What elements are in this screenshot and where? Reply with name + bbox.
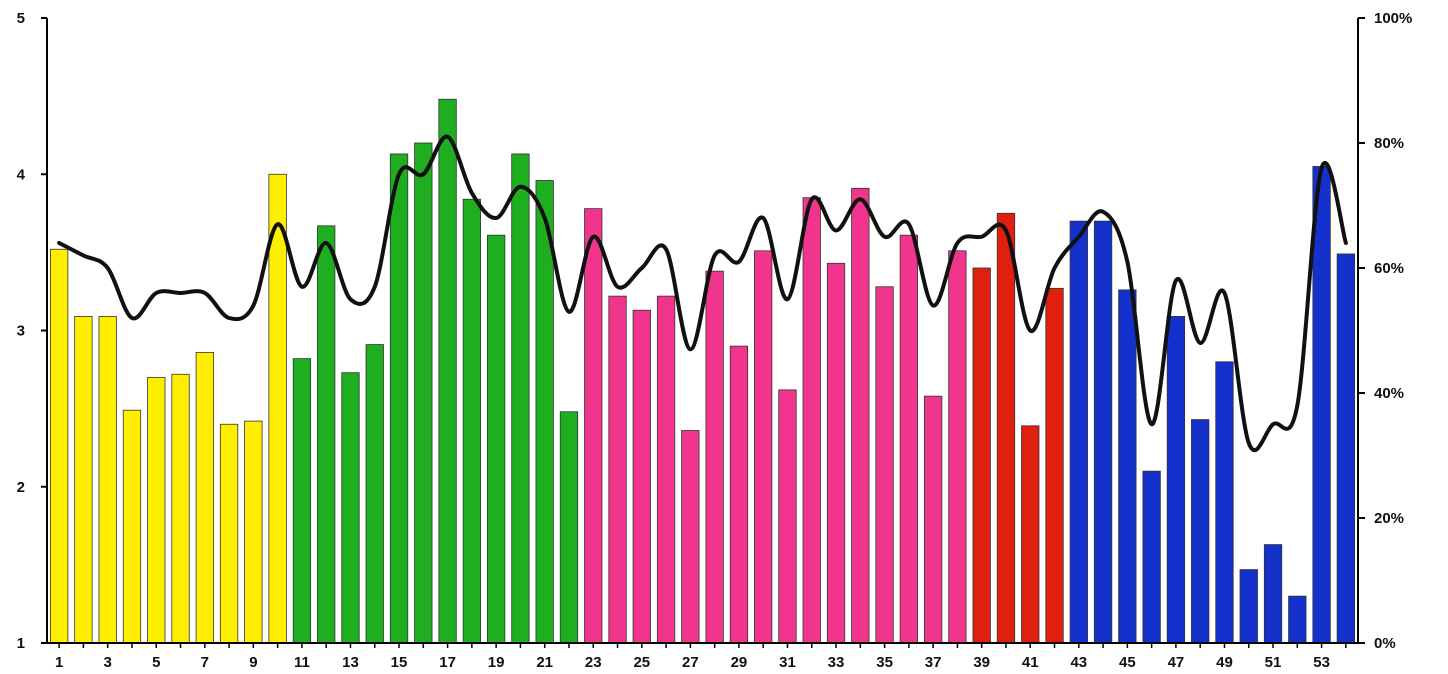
- bar-34: [851, 187, 870, 644]
- bar-18: [462, 198, 481, 644]
- bar-19: [486, 234, 506, 644]
- x-tick-label-33: 33: [828, 654, 845, 671]
- bar-7: [195, 351, 214, 644]
- bar-31: [778, 389, 797, 644]
- x-tick-label-5: 5: [152, 654, 160, 671]
- bar-17: [438, 98, 457, 644]
- bar-2: [74, 316, 93, 644]
- x-tick-label-43: 43: [1070, 654, 1087, 671]
- y-tick-label-2: 2: [17, 479, 25, 496]
- bar-44: [1093, 220, 1113, 644]
- bar-49: [1215, 361, 1234, 644]
- x-tick-label-47: 47: [1168, 654, 1185, 671]
- x-tick-label-51: 51: [1265, 654, 1282, 671]
- y2-tick-label-0: 0%: [1374, 635, 1396, 652]
- bar-43: [1069, 220, 1088, 644]
- bar-14: [365, 344, 384, 644]
- x-tick-label-9: 9: [249, 654, 257, 671]
- y2-axis-labels: 0% 20% 40% 60% 80% 100%: [1374, 10, 1412, 652]
- x-tick-label-41: 41: [1022, 654, 1039, 671]
- bar-9: [244, 420, 263, 644]
- y-tick-label-5: 5: [17, 10, 25, 27]
- x-tick-label-7: 7: [201, 654, 209, 671]
- x-axis-labels: 1 3 5 7 9 11 13 15 17 19 21 23 25 27 29 31 33 35 37 39 41 43 4…: [55, 654, 1330, 671]
- x-tick-label-31: 31: [779, 654, 796, 671]
- bar-23: [584, 208, 603, 644]
- x-tick-label-37: 37: [925, 654, 942, 671]
- y-tick-label-3: 3: [17, 323, 25, 340]
- bars-group: [50, 98, 1355, 644]
- x-tick-label-39: 39: [973, 654, 990, 671]
- bar-45: [1118, 289, 1137, 644]
- bar-42: [1045, 287, 1064, 644]
- bar-24: [608, 295, 627, 644]
- bar-51: [1263, 544, 1283, 644]
- bar-1: [50, 248, 69, 644]
- bar-13: [341, 372, 360, 644]
- x-tick-label-49: 49: [1216, 654, 1233, 671]
- bar-28: [705, 270, 724, 644]
- x-tick-label-1: 1: [55, 654, 63, 671]
- x-tick-label-17: 17: [439, 654, 456, 671]
- bar-3: [98, 316, 117, 644]
- bar-48: [1191, 419, 1210, 644]
- bar-12: [317, 225, 336, 644]
- bar-41: [1021, 425, 1040, 644]
- bar-8: [219, 423, 239, 644]
- y2-tick-label-20: 20%: [1374, 510, 1404, 527]
- bar-11: [292, 358, 312, 644]
- x-tick-label-53: 53: [1313, 654, 1330, 671]
- bar-29: [729, 345, 749, 644]
- x-tick-label-35: 35: [876, 654, 893, 671]
- bar-10: [268, 173, 287, 644]
- bar-32: [802, 197, 821, 644]
- bar-35: [875, 286, 894, 644]
- x-tick-label-15: 15: [391, 654, 408, 671]
- bar-40: [996, 212, 1016, 644]
- x-tick-label-19: 19: [488, 654, 505, 671]
- bar-26: [656, 295, 676, 644]
- bar-54: [1336, 253, 1355, 644]
- bar-50: [1239, 569, 1258, 644]
- bar-33: [826, 262, 846, 644]
- y2-tick-label-40: 40%: [1374, 385, 1404, 402]
- y-tick-label-4: 4: [17, 166, 26, 183]
- y2-tick-label-100: 100%: [1374, 10, 1412, 27]
- x-tick-label-3: 3: [104, 654, 112, 671]
- x-tick-label-29: 29: [731, 654, 748, 671]
- y-axis-labels: 1 2 3 4 5: [17, 10, 26, 652]
- bar-15: [389, 153, 409, 644]
- bar-39: [972, 267, 991, 644]
- bar-53: [1312, 166, 1331, 644]
- bar-52: [1288, 595, 1307, 644]
- x-tick-label-13: 13: [342, 654, 359, 671]
- bar-30: [754, 250, 773, 644]
- bar-5: [147, 376, 166, 644]
- y2-tick-label-60: 60%: [1374, 260, 1404, 277]
- bar-46: [1142, 470, 1161, 644]
- x-tick-label-25: 25: [633, 654, 650, 671]
- bar-22: [559, 411, 579, 644]
- axes-group: [41, 17, 1365, 648]
- x-tick-label-21: 21: [536, 654, 553, 671]
- bar-36: [899, 234, 918, 644]
- bar-4: [122, 409, 142, 644]
- bar-6: [171, 373, 190, 644]
- bar-16: [414, 142, 433, 644]
- bar-38: [948, 250, 967, 644]
- bar-47: [1166, 316, 1186, 644]
- x-tick-label-45: 45: [1119, 654, 1136, 671]
- bar-27: [681, 430, 700, 644]
- bar-37: [924, 395, 943, 644]
- bar-25: [632, 309, 651, 644]
- x-tick-label-23: 23: [585, 654, 602, 671]
- y2-tick-label-80: 80%: [1374, 135, 1404, 152]
- x-tick-label-11: 11: [294, 654, 310, 671]
- x-tick-label-27: 27: [682, 654, 699, 671]
- y-tick-label-1: 1: [17, 635, 25, 652]
- trend-line: [57, 134, 1348, 453]
- bar-20: [511, 153, 530, 644]
